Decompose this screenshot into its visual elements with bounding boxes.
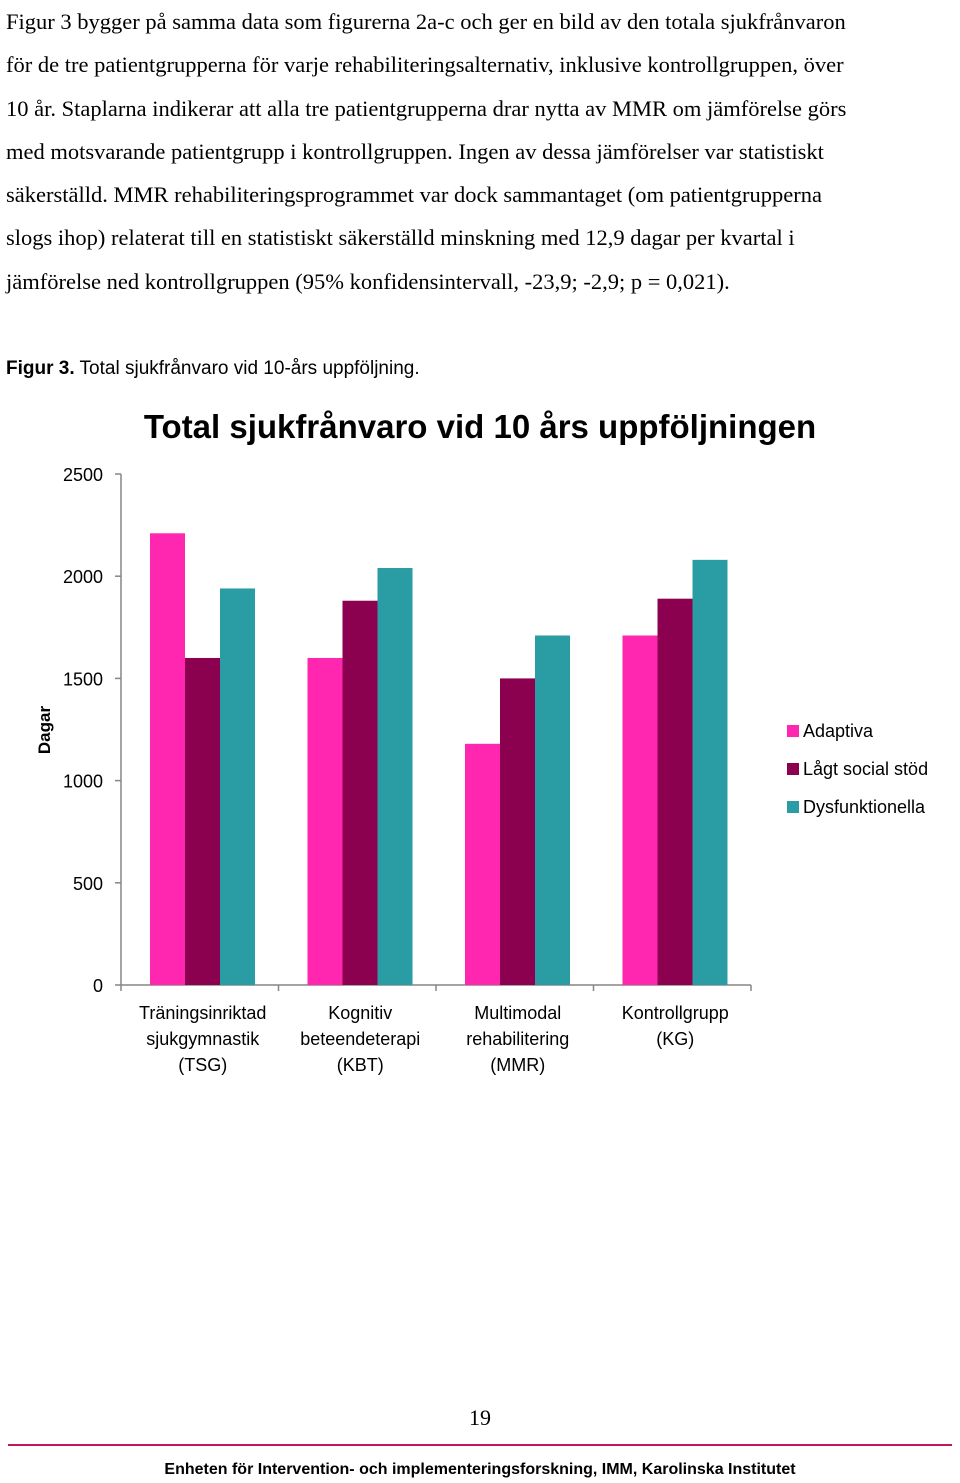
bar (657, 598, 693, 985)
legend-label: Lågt social stöd (803, 759, 928, 779)
bar-chart: Total sjukfrånvaro vid 10 års uppföljnin… (0, 390, 960, 1110)
page-footer: Enheten för Intervention- och implemente… (164, 1461, 796, 1478)
bar (307, 657, 343, 985)
x-tick-label: beteendeterapi (300, 1029, 420, 1049)
y-tick-label: 0 (93, 976, 103, 996)
bar (185, 657, 220, 985)
legend-swatch (787, 801, 799, 813)
x-tick-label: (KG) (656, 1029, 694, 1049)
paragraph-line: jämförelse ned kontrollgruppen (95% konf… (6, 268, 730, 294)
y-tick-label: 1000 (63, 772, 103, 792)
x-tick-label: rehabilitering (466, 1029, 569, 1049)
x-tick-label: Multimodal (474, 1003, 561, 1023)
x-tick-label: (TSG) (178, 1055, 227, 1075)
y-tick-label: 2500 (63, 465, 103, 485)
paragraph-line: 10 år. Staplarna indikerar att alla tre … (6, 95, 847, 121)
figure-caption: Figur 3. Total sjukfrånvaro vid 10-års u… (6, 358, 420, 380)
body-paragraph: Figur 3 bygger på samma data som figurer… (6, 0, 956, 303)
paragraph-line: slogs ihop) relaterat till en statistisk… (6, 225, 795, 251)
x-tick-label: Kontrollgrupp (622, 1003, 729, 1023)
legend-swatch (787, 725, 799, 737)
bar (692, 559, 728, 985)
x-tick-label: sjukgymnastik (146, 1029, 260, 1049)
y-tick-label: 2000 (63, 567, 103, 587)
chart-title: Total sjukfrånvaro vid 10 års uppföljnin… (144, 408, 816, 445)
y-tick-label: 1500 (63, 669, 103, 689)
x-tick-label: (MMR) (490, 1055, 545, 1075)
x-tick-label: (KBT) (337, 1055, 384, 1075)
paragraph-line: med motsvarande patientgrupp i kontrollg… (6, 138, 824, 164)
chart-svg: Total sjukfrånvaro vid 10 års uppföljnin… (35, 408, 928, 1075)
paragraph-line: för de tre patientgrupperna för varje re… (6, 52, 844, 78)
page-number: 19 (469, 1405, 491, 1430)
paragraph-line: säkerställd. MMR rehabiliteringsprogramm… (6, 182, 823, 208)
paragraph-line: Figur 3 bygger på samma data som figurer… (6, 9, 846, 34)
bar (500, 678, 535, 985)
bar (220, 588, 255, 985)
bar (342, 600, 378, 985)
y-tick-label: 500 (73, 874, 103, 894)
bar (377, 568, 413, 985)
y-axis-label: Dagar (35, 706, 54, 755)
figure-caption-text: Total sjukfrånvaro vid 10-års uppföljnin… (74, 358, 420, 379)
legend-swatch (787, 763, 799, 775)
x-tick-label: Kognitiv (328, 1003, 392, 1023)
bar (535, 635, 570, 985)
footer-divider (8, 1444, 952, 1446)
legend-label: Adaptiva (803, 721, 874, 741)
legend-label: Dysfunktionella (803, 797, 926, 817)
bar (150, 533, 185, 985)
bar (622, 635, 658, 985)
bar (465, 743, 500, 985)
figure-caption-label: Figur 3. (6, 358, 75, 379)
x-tick-label: Träningsinriktad (139, 1003, 266, 1023)
